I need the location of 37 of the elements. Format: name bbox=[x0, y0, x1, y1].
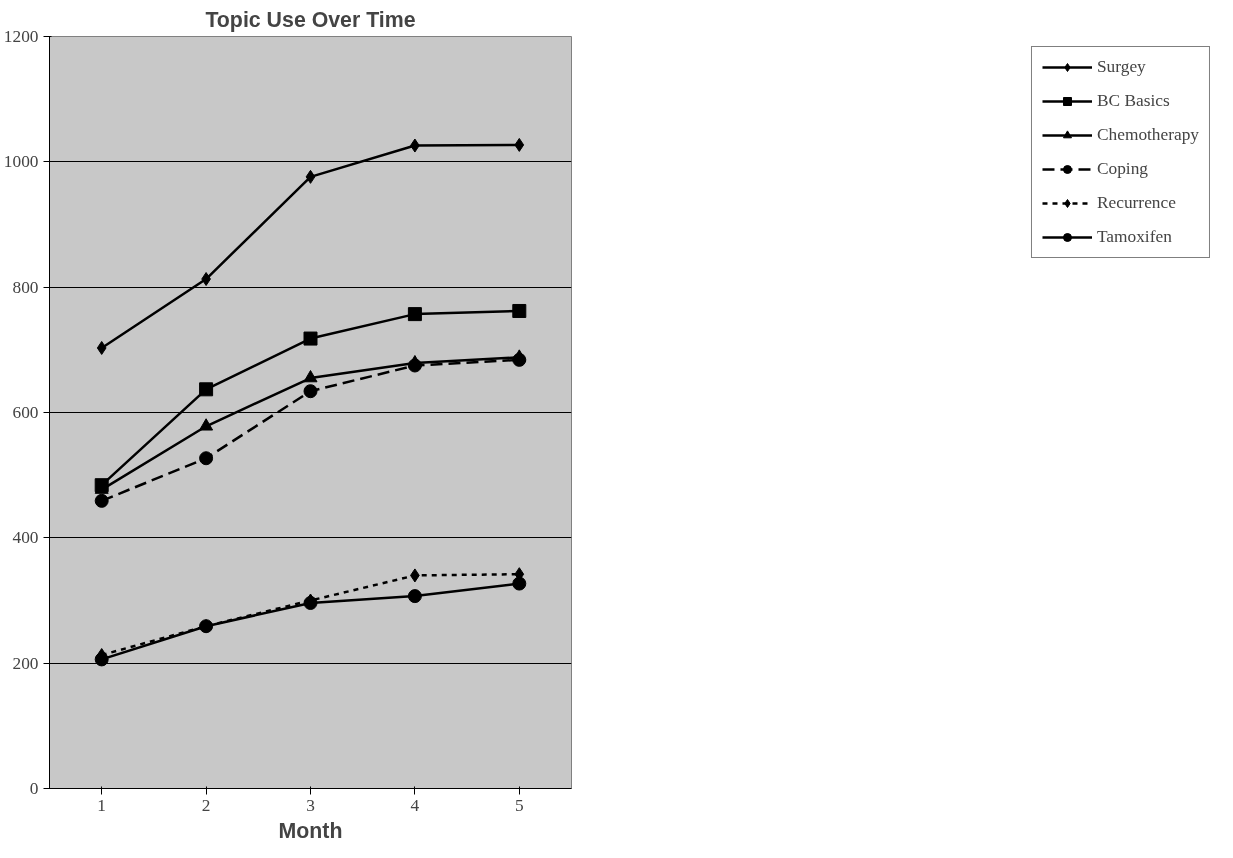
point bbox=[199, 418, 214, 431]
x-tick-label: 1 bbox=[97, 795, 107, 815]
point bbox=[512, 303, 527, 318]
point bbox=[303, 370, 318, 383]
point bbox=[199, 451, 214, 466]
x-tick-label: 2 bbox=[201, 795, 211, 815]
x-axis-title: Month bbox=[278, 818, 343, 843]
legend-label: Recurrence bbox=[1096, 193, 1176, 213]
point bbox=[303, 331, 318, 346]
legend-label: Coping bbox=[1096, 159, 1149, 179]
point bbox=[303, 384, 318, 399]
point bbox=[512, 352, 527, 367]
y-tick-label: 800 bbox=[12, 277, 39, 297]
point bbox=[407, 589, 422, 604]
point bbox=[305, 169, 316, 184]
y-tick-label: 600 bbox=[12, 403, 39, 422]
y-tick-label: 0 bbox=[29, 779, 39, 798]
y-tick-label: 1000 bbox=[3, 152, 39, 172]
x-tick-label: 3 bbox=[306, 795, 315, 815]
point bbox=[407, 307, 422, 322]
legend-label: BC Basics bbox=[1096, 91, 1170, 111]
x-tick-label: 4 bbox=[410, 795, 420, 815]
chart-title: Topic Use Over Time bbox=[205, 7, 416, 32]
point bbox=[512, 576, 527, 591]
x-tick-label: 5 bbox=[514, 795, 524, 815]
point bbox=[407, 358, 422, 373]
point bbox=[199, 382, 214, 397]
point bbox=[514, 137, 525, 152]
legend-label: Tamoxifen bbox=[1096, 227, 1172, 247]
legend-label: Chemotherapy bbox=[1096, 125, 1199, 145]
y-tick-label: 1200 bbox=[3, 27, 39, 46]
legend-label: Surgey bbox=[1096, 57, 1146, 77]
point bbox=[94, 493, 109, 508]
point bbox=[94, 652, 109, 667]
y-tick-label: 200 bbox=[12, 653, 39, 673]
point bbox=[96, 340, 107, 355]
y-tick-label: 400 bbox=[12, 528, 39, 548]
